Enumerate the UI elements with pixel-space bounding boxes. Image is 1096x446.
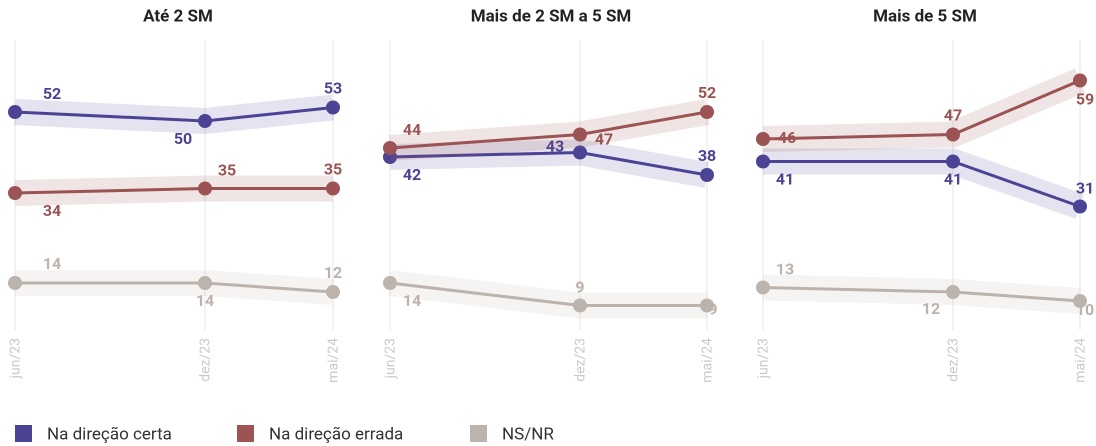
data-point: [326, 181, 340, 196]
data-label: 52: [698, 83, 716, 102]
legend-label: NS/NR: [502, 424, 554, 444]
x-tick-label: mai/24: [326, 338, 342, 383]
data-point: [1073, 294, 1087, 308]
legend-swatch: [15, 425, 32, 442]
data-label: 9: [708, 300, 717, 319]
data-point: [383, 141, 397, 155]
data-label: 10: [1076, 300, 1094, 319]
x-tick-label: jun/23: [383, 338, 399, 379]
chart-title: Até 2 SM: [143, 6, 213, 26]
data-label: 35: [324, 160, 342, 179]
legend-swatch: [470, 425, 487, 442]
data-point: [8, 276, 22, 290]
data-label: 14: [403, 291, 421, 310]
data-label: 38: [698, 146, 716, 165]
data-label: 47: [595, 130, 613, 149]
data-label: 12: [922, 299, 940, 318]
data-label: 41: [944, 170, 962, 189]
legend-label: Na direção errada: [269, 424, 403, 444]
data-label: 13: [776, 260, 794, 279]
data-point: [946, 127, 960, 142]
data-point: [946, 154, 960, 169]
data-point: [326, 100, 340, 115]
data-point: [198, 114, 212, 128]
data-point: [756, 132, 770, 146]
confidence-band: [763, 148, 1085, 219]
data-point: [700, 298, 714, 313]
data-label: 41: [776, 170, 794, 189]
data-point: [573, 298, 587, 313]
x-tick-label: dez/23: [946, 338, 962, 382]
data-point: [946, 285, 960, 299]
data-point: [1073, 73, 1087, 88]
data-point: [8, 105, 22, 119]
data-label: 52: [43, 84, 61, 103]
x-tick-label: mai/24: [700, 338, 716, 383]
confidence-band: [762, 68, 1086, 152]
data-label: 14: [196, 291, 214, 310]
data-label: 50: [174, 129, 192, 148]
data-label: 43: [546, 137, 564, 156]
legend-swatch: [237, 425, 254, 442]
legend-label: Na direção certa: [47, 424, 172, 444]
data-label: 12: [324, 263, 342, 282]
data-label: 9: [575, 278, 584, 297]
data-label: 59: [1076, 90, 1094, 109]
x-tick-label: jun/23: [756, 338, 772, 379]
data-point: [326, 285, 340, 299]
data-point: [8, 186, 22, 200]
data-point: [756, 154, 770, 169]
chart-title: Mais de 2 SM a 5 SM: [471, 6, 632, 26]
data-point: [573, 127, 587, 142]
data-point: [700, 168, 714, 182]
x-tick-label: dez/23: [573, 338, 589, 382]
data-label: 34: [43, 201, 61, 220]
data-label: 42: [403, 165, 421, 184]
x-tick-label: jun/23: [8, 338, 24, 379]
data-point: [198, 276, 212, 290]
data-label: 14: [43, 254, 61, 273]
data-label: 47: [944, 106, 962, 125]
x-tick-label: dez/23: [198, 338, 214, 382]
x-tick-label: mai/24: [1073, 338, 1089, 383]
data-point: [1073, 199, 1087, 214]
data-point: [198, 181, 212, 196]
chart-title: Mais de 5 SM: [873, 6, 977, 26]
data-point: [573, 145, 587, 160]
data-point: [383, 276, 397, 290]
data-label: 53: [324, 79, 342, 98]
confidence-band: [389, 99, 710, 161]
data-label: 44: [403, 120, 421, 139]
data-label: 35: [218, 161, 236, 180]
data-label: 46: [778, 128, 796, 147]
data-label: 31: [1076, 179, 1094, 198]
data-point: [756, 280, 770, 295]
data-point: [700, 105, 714, 119]
